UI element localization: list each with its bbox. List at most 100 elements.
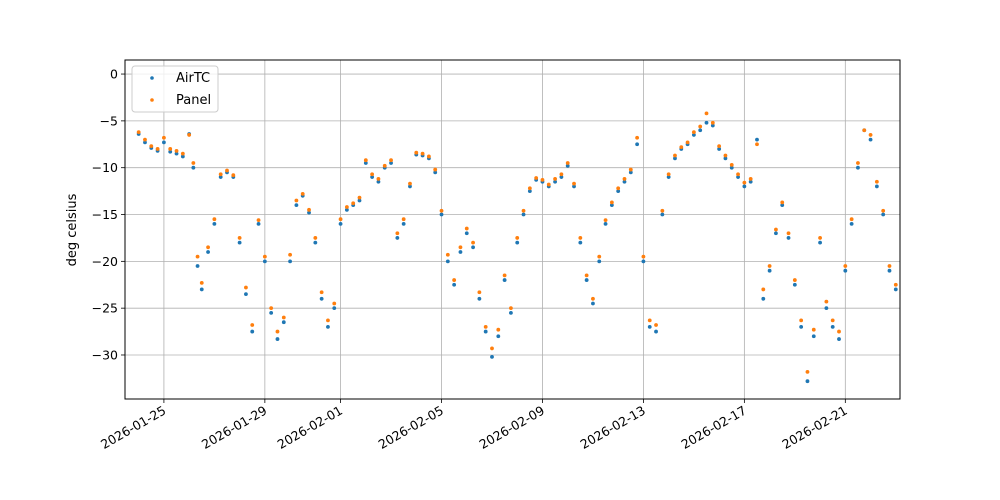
data-point bbox=[597, 254, 602, 259]
data-point bbox=[830, 318, 835, 323]
data-point bbox=[874, 184, 879, 189]
data-point bbox=[319, 296, 324, 301]
data-point bbox=[887, 264, 892, 268]
y-tick-label: −30 bbox=[92, 347, 118, 362]
data-point bbox=[212, 221, 217, 226]
data-point bbox=[326, 318, 330, 323]
data-point bbox=[628, 170, 633, 175]
data-point bbox=[338, 221, 343, 226]
data-point bbox=[818, 240, 822, 245]
data-point bbox=[868, 137, 873, 142]
data-point bbox=[837, 329, 841, 334]
data-point bbox=[218, 172, 223, 177]
data-point bbox=[401, 221, 406, 226]
data-point bbox=[363, 158, 368, 163]
data-point bbox=[256, 218, 261, 223]
data-point bbox=[774, 227, 778, 232]
data-point bbox=[893, 282, 898, 287]
data-point bbox=[483, 329, 488, 334]
data-point bbox=[824, 299, 829, 304]
data-point bbox=[830, 324, 835, 329]
data-point bbox=[262, 254, 267, 259]
y-tick-label: −25 bbox=[92, 301, 118, 316]
y-axis: 0 −5 −10 −15 −20 −25 −30 bbox=[92, 67, 125, 362]
data-point bbox=[389, 161, 393, 165]
data-point bbox=[168, 149, 173, 154]
data-point bbox=[180, 151, 185, 156]
data-point bbox=[704, 120, 709, 125]
data-point bbox=[452, 282, 457, 287]
data-point bbox=[275, 329, 280, 334]
data-point bbox=[862, 128, 867, 133]
data-point bbox=[673, 153, 677, 158]
data-point bbox=[313, 236, 318, 240]
data-point bbox=[591, 296, 595, 301]
data-point bbox=[616, 189, 621, 194]
data-point bbox=[357, 195, 362, 200]
data-point bbox=[477, 290, 482, 295]
data-point bbox=[666, 172, 671, 177]
data-point bbox=[338, 217, 343, 222]
data-point bbox=[363, 161, 368, 165]
data-point bbox=[527, 186, 532, 191]
data-point bbox=[225, 168, 229, 173]
legend: AirTC Panel bbox=[131, 65, 219, 113]
data-point bbox=[786, 231, 791, 236]
data-point bbox=[843, 268, 848, 273]
data-point bbox=[546, 182, 551, 187]
data-point bbox=[162, 135, 166, 140]
data-point bbox=[515, 240, 520, 245]
data-point bbox=[199, 287, 204, 292]
data-point bbox=[351, 201, 356, 206]
data-point bbox=[786, 236, 791, 240]
data-point bbox=[490, 346, 494, 351]
data-point bbox=[420, 151, 425, 156]
plot-frame bbox=[124, 59, 901, 400]
data-point bbox=[136, 130, 141, 135]
data-point bbox=[502, 273, 507, 278]
data-point bbox=[628, 167, 633, 172]
data-point bbox=[710, 120, 715, 125]
data-point bbox=[654, 323, 658, 327]
series-layer bbox=[136, 111, 898, 384]
legend-marker-airtc bbox=[150, 76, 154, 80]
data-point bbox=[382, 163, 387, 168]
data-point bbox=[395, 236, 400, 240]
legend-marker-panel bbox=[150, 98, 154, 102]
data-point bbox=[401, 217, 406, 222]
data-point bbox=[332, 301, 337, 306]
data-point bbox=[748, 179, 753, 184]
data-point bbox=[868, 133, 873, 137]
data-point bbox=[717, 147, 722, 151]
data-point bbox=[647, 318, 652, 323]
data-point bbox=[647, 324, 652, 329]
data-point bbox=[433, 170, 438, 175]
data-point bbox=[660, 212, 665, 217]
data-point bbox=[603, 221, 608, 226]
data-point bbox=[780, 200, 785, 205]
data-point bbox=[874, 179, 879, 184]
data-point bbox=[553, 179, 557, 184]
data-point bbox=[805, 379, 810, 384]
data-point bbox=[565, 161, 570, 165]
data-point bbox=[195, 264, 200, 268]
data-point bbox=[761, 296, 766, 301]
data-point bbox=[281, 315, 286, 320]
data-point bbox=[357, 198, 362, 203]
data-point bbox=[635, 135, 640, 140]
data-point bbox=[767, 268, 772, 273]
data-point bbox=[212, 217, 217, 222]
data-point bbox=[464, 231, 469, 236]
data-point bbox=[262, 259, 267, 264]
data-point bbox=[464, 226, 469, 231]
data-point bbox=[742, 184, 747, 189]
data-point bbox=[408, 181, 412, 186]
data-point bbox=[370, 175, 375, 179]
data-point bbox=[180, 154, 185, 159]
data-point bbox=[729, 165, 734, 170]
data-point bbox=[691, 130, 696, 135]
data-point bbox=[294, 198, 299, 203]
data-point bbox=[622, 177, 627, 181]
data-point bbox=[780, 203, 785, 208]
